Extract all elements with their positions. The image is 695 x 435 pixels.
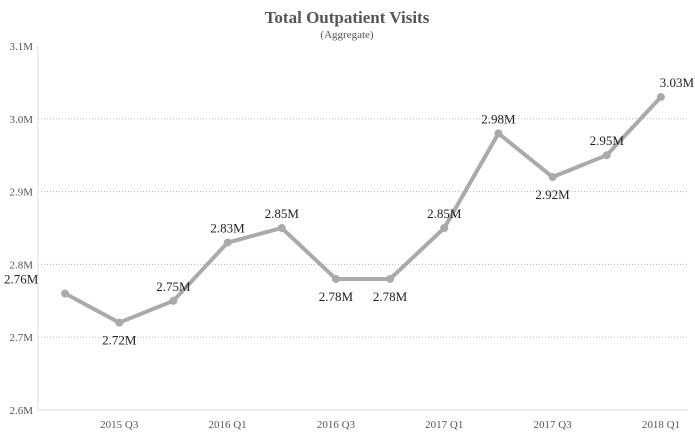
series-line [63, 94, 663, 325]
chart-title: Total Outpatient Visits [265, 8, 430, 27]
data-label: 3.03M [660, 75, 695, 90]
data-labels: 2.76M 2.72M 2.75M 2.83M 2.85M 2.78M 2.78M 2.85M… [4, 75, 695, 348]
data-point [331, 274, 340, 283]
data-point [602, 151, 611, 160]
y-tick-label: 2.7M [9, 332, 33, 344]
data-point [494, 129, 503, 138]
data-point [440, 224, 449, 232]
y-tick-label: 2.6M [9, 405, 33, 417]
x-tick-label: 2015 Q3 [100, 419, 139, 431]
y-tick-label: 2.9M [9, 187, 33, 199]
data-label: 2.76M [4, 272, 39, 287]
gridlines [38, 118, 688, 338]
x-tick-label: 2018 Q1 [642, 419, 680, 431]
data-label: 2.78M [373, 289, 408, 304]
data-label: 2.92M [535, 187, 570, 202]
data-label: 2.85M [265, 206, 300, 221]
data-point [548, 173, 557, 182]
data-label: 2.95M [590, 133, 625, 148]
data-point [656, 92, 665, 101]
x-tick-label: 2016 Q1 [208, 419, 246, 431]
data-point [277, 224, 286, 232]
x-tick-label: 2016 Q3 [317, 419, 356, 431]
data-label: 2.98M [481, 111, 516, 126]
data-label: 2.75M [156, 279, 191, 294]
data-point [61, 289, 70, 298]
x-tick-label: 2017 Q3 [533, 419, 572, 431]
data-point [223, 238, 232, 247]
data-label: 2.85M [427, 206, 462, 221]
data-point [169, 296, 178, 305]
data-label: 2.72M [102, 333, 137, 348]
data-label: 2.83M [210, 221, 245, 236]
y-tick-label: 3.0M [9, 114, 33, 126]
data-point [115, 318, 124, 327]
data-label: 2.78M [319, 289, 354, 304]
series [61, 92, 665, 327]
y-tick-label: 2.8M [9, 259, 33, 271]
chart-subtitle: (Aggregate) [320, 29, 373, 41]
y-tick-label: 3.1M [9, 41, 33, 53]
axes: 3.1M 3.0M 2.9M 2.8M 2.7M 2.6M 2015 Q3 2016 Q1 20… [9, 41, 688, 431]
x-tick-label: 2017 Q1 [425, 419, 463, 431]
data-point [386, 274, 395, 283]
